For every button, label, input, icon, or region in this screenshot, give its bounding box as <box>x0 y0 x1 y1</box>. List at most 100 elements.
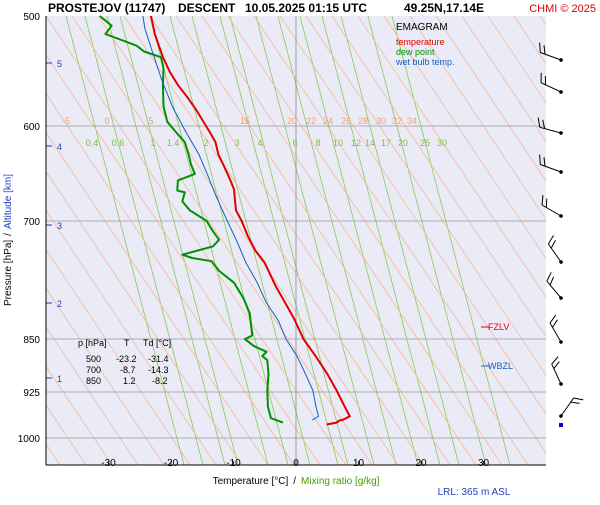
fzlv-label: FZLV <box>488 322 509 332</box>
legend-temperature: temperature <box>396 37 445 47</box>
altitude-tick-label: 1 <box>57 374 62 384</box>
isotherm-label: 5 <box>148 116 153 126</box>
table-header-p: p [hPa] <box>78 338 107 348</box>
table-header-td: Td [°C] <box>143 338 171 348</box>
mixing-ratio-line <box>321 16 441 465</box>
x-axis-label-temperature: Temperature [°C] <box>213 476 289 487</box>
mixing-ratio-label: 0.4 <box>86 138 99 148</box>
dry-adiabat <box>461 16 546 143</box>
table-cell: 700 <box>86 365 101 375</box>
isotherm-label: -5 <box>62 116 70 126</box>
mixing-ratio-line <box>106 16 226 465</box>
dry-adiabat <box>71 16 373 465</box>
mixing-ratio-label: 14 <box>365 138 375 148</box>
dry-adiabat <box>46 248 191 465</box>
table-header-t: T <box>124 338 130 348</box>
mixing-ratio-line <box>255 16 375 465</box>
temperature-tick-label: -30 <box>101 458 116 469</box>
table-cell: -31.4 <box>148 354 169 364</box>
dry-adiabat <box>383 16 546 260</box>
dry-adiabat <box>46 93 295 465</box>
dry-adiabats <box>46 16 600 465</box>
y-axis-label: Pressure [hPa] / Altitude [km] <box>3 174 14 306</box>
svg-text:Pressure [hPa]/Altitude [km]: Pressure [hPa] / Altitude [km] <box>3 174 14 306</box>
dry-adiabat <box>123 16 425 465</box>
temperature-tick-label: -20 <box>164 458 179 469</box>
isotherm-label: 34 <box>407 116 417 126</box>
wind-barb <box>546 272 563 300</box>
isotherm-label: 15 <box>240 116 250 126</box>
mixing-ratio-label: 8 <box>315 138 320 148</box>
dry-adiabat <box>46 132 269 465</box>
credit: CHMI © 2025 <box>529 3 596 15</box>
pressure-tick-label: 925 <box>23 388 40 399</box>
dry-adiabat <box>175 16 477 465</box>
station-coords: 49.25N,17.14E <box>404 1 484 15</box>
grid-labels: 0.4 0.6 1 1.4 2 3 4 6 8 10 12 14 17 20 25 30-5 0 5 15 20 22 2… <box>62 116 447 148</box>
isotherm-label: 20 <box>287 116 297 126</box>
pressure-tick-label: 1000 <box>18 434 41 445</box>
wind-barb <box>539 42 563 62</box>
wind-barb <box>559 397 584 418</box>
legend-title: EMAGRAM <box>396 22 448 33</box>
sounding-datetime: 10.05.2025 01:15 UTC <box>245 1 367 15</box>
dry-adiabat <box>253 16 546 454</box>
temperature-tick-label: 0 <box>293 458 299 469</box>
mixing-ratio-label: 20 <box>398 138 408 148</box>
table-cell: 500 <box>86 354 101 364</box>
table-cell: -8.7 <box>120 365 136 375</box>
dry-adiabat <box>97 16 399 465</box>
dry-adiabat <box>279 16 546 415</box>
level-table: p [hPa] T Td [°C] 500 -23.2 -31.4 700 -8… <box>78 338 171 386</box>
isotherm-label: 30 <box>376 116 386 126</box>
dry-adiabat <box>46 287 165 465</box>
dry-adiabat <box>305 16 546 376</box>
temperature-tick-label: 30 <box>478 458 490 469</box>
dry-adiabat <box>539 16 546 26</box>
x-axis-label: Temperature [°C] / Mixing ratio [g/kg] <box>213 476 380 487</box>
mixing-ratio-label: 12 <box>351 138 361 148</box>
isotherm-label: 26 <box>341 116 351 126</box>
mixing-ratio-label: 25 <box>420 138 430 148</box>
dry-adiabat <box>487 16 546 104</box>
wind-barb <box>551 356 563 386</box>
mixing-ratio-label: 3 <box>234 138 239 148</box>
dry-adiabat <box>46 54 321 465</box>
wind-barb <box>541 195 563 218</box>
isotherm-label: 32 <box>392 116 402 126</box>
series-dew-point <box>99 15 284 424</box>
surface-marker <box>559 423 563 427</box>
table-cell: 850 <box>86 376 101 386</box>
y-axis-label-pressure: Pressure [hPa] <box>3 240 14 306</box>
wind-barb <box>547 235 563 264</box>
dry-adiabat <box>592 16 600 465</box>
mixing-ratio-label: 30 <box>437 138 447 148</box>
isotherm-label: 28 <box>358 116 368 126</box>
mixing-ratio-line <box>367 16 487 465</box>
table-cell: -23.2 <box>116 354 137 364</box>
mixing-ratio-line <box>149 16 269 465</box>
table-cell: 1.2 <box>123 376 136 386</box>
series-temperature <box>150 15 351 426</box>
x-axis-label-mixing: Mixing ratio [g/kg] <box>301 476 380 487</box>
mixing-ratio-label: 2 <box>203 138 208 148</box>
dry-adiabat <box>227 16 529 465</box>
sounding-mode: DESCENT <box>178 1 236 15</box>
mixing-ratio-line <box>340 16 460 465</box>
dry-adiabat <box>331 16 546 338</box>
mixing-ratio-line <box>169 16 289 465</box>
dry-adiabat <box>435 16 546 182</box>
mixing-ratio-label: 4 <box>257 138 262 148</box>
mixing-ratio-line <box>229 16 349 465</box>
dry-adiabat <box>149 16 451 465</box>
lrl-note: LRL: 365 m ASL <box>438 487 511 498</box>
mixing-ratio-line <box>277 16 397 465</box>
dry-adiabat <box>201 16 503 465</box>
mixing-ratio-line <box>391 16 511 465</box>
wind-barb <box>540 72 563 94</box>
station-name: PROSTEJOV (11747) <box>48 1 165 15</box>
y-axis-label-altitude: Altitude [km] <box>3 174 14 229</box>
dry-adiabat <box>409 16 546 221</box>
